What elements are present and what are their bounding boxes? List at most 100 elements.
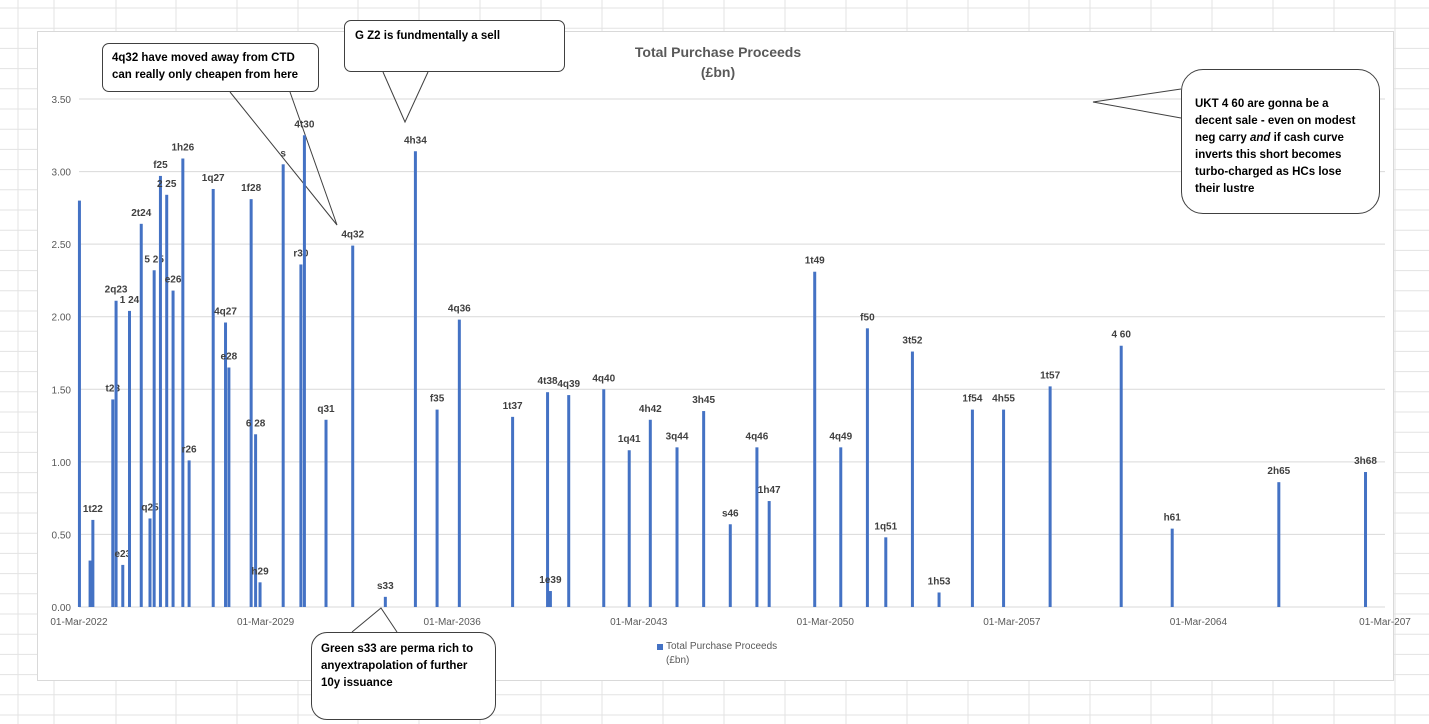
data-label: 2 25	[157, 179, 177, 190]
bar-unlabeled	[77, 200, 81, 607]
bar-3t52	[910, 351, 914, 607]
data-label: q25	[141, 502, 159, 513]
data-label: h29	[251, 566, 269, 577]
x-tick-label: 01-Mar-207	[1359, 617, 1411, 628]
bar-4t38	[546, 392, 550, 607]
bar-s33	[383, 596, 387, 607]
callout-ukt-emphasis: and	[1249, 132, 1271, 144]
bar-1f28	[249, 199, 253, 608]
data-label: 4 60	[1111, 330, 1131, 341]
bar-1h26	[181, 158, 185, 607]
bar-5-25	[152, 270, 156, 607]
data-label: 2q23	[105, 285, 128, 296]
data-label: f50	[860, 312, 875, 323]
callout-gz2[interactable]: G Z2 is fundmentally a sell	[344, 20, 565, 72]
data-label: 1t49	[805, 256, 825, 267]
data-label: f35	[430, 394, 445, 405]
bar-3h45	[702, 411, 706, 607]
data-label: s	[280, 148, 286, 159]
bar-1e39	[548, 591, 552, 607]
y-tick-label: 1.00	[52, 458, 72, 469]
x-tick-label: 01-Mar-2057	[983, 617, 1041, 628]
legend-swatch	[657, 644, 663, 650]
data-label: 4q40	[592, 373, 615, 384]
data-label: 1f54	[962, 394, 982, 405]
bar-6-28	[254, 434, 258, 607]
bar-q25	[148, 518, 152, 607]
bar-4q27	[224, 322, 228, 607]
data-label: 3h45	[692, 395, 715, 406]
bar-4q36	[457, 319, 461, 607]
data-label: 4t30	[294, 119, 314, 130]
data-label: 1q51	[874, 521, 897, 532]
data-label: 2h65	[1267, 466, 1290, 477]
data-label: 3t52	[902, 336, 922, 347]
bar-4h55	[1002, 409, 1006, 607]
x-tick-label: 01-Mar-2022	[50, 617, 108, 628]
data-label: 1h47	[758, 485, 781, 496]
bar-4q32	[351, 245, 355, 607]
bar-4h34	[413, 151, 417, 607]
bar-e28	[227, 367, 231, 607]
bar-4q40	[602, 389, 606, 607]
bar-1t57	[1048, 386, 1052, 607]
data-label: 3h68	[1354, 456, 1377, 467]
data-label: h61	[1164, 513, 1182, 524]
bar-1-24	[127, 310, 131, 607]
data-label: 1f28	[241, 183, 261, 194]
bar-1t49	[813, 271, 817, 607]
data-label: 4q32	[341, 230, 364, 241]
data-label: 1q41	[618, 434, 641, 445]
bar-2h65	[1277, 482, 1281, 607]
bar-3h68	[1364, 472, 1368, 607]
bar-1t22	[91, 519, 95, 607]
x-tick-label: 01-Mar-2036	[424, 617, 482, 628]
callout-s33[interactable]: Green s33 are perma rich to anyextrapola…	[311, 632, 496, 720]
data-label: t23	[106, 383, 121, 394]
bar-4-60	[1119, 345, 1123, 607]
y-tick-label: 3.00	[52, 168, 72, 179]
data-label: 3q44	[666, 431, 689, 442]
bar-s	[281, 164, 285, 608]
y-tick-label: 2.50	[52, 240, 72, 251]
bar-s46	[728, 524, 732, 607]
bar-2q23	[114, 300, 118, 607]
bar-f25	[158, 175, 162, 607]
bar-r30	[299, 264, 303, 607]
bar-2-25	[165, 194, 169, 607]
data-label: 1t57	[1040, 370, 1060, 381]
data-label: 4h42	[639, 404, 662, 415]
data-label: 1q27	[202, 173, 225, 184]
bar-1f54	[970, 409, 974, 607]
bar-q31	[324, 419, 328, 607]
bar-f50	[865, 328, 869, 607]
legend-label-2: (£bn)	[666, 655, 690, 666]
y-tick-label: 3.50	[52, 95, 72, 106]
bar-1h53	[937, 592, 941, 607]
bar-4q49	[839, 447, 843, 607]
bar-h29	[258, 582, 262, 607]
callout-4q32[interactable]: 4q32 have moved away from CTD can really…	[102, 43, 319, 92]
data-label: 1t22	[83, 504, 103, 515]
data-label: 4h55	[992, 394, 1015, 405]
y-tick-label: 2.00	[52, 313, 72, 324]
chart-title: Total Purchase Proceeds	[634, 44, 802, 60]
legend-label: Total Purchase Proceeds	[666, 641, 778, 652]
chart-legend: Total Purchase Proceeds (£bn)	[657, 640, 796, 668]
bar-h61	[1170, 528, 1174, 607]
data-label: 4h34	[404, 135, 427, 146]
callout-ukt-4-60[interactable]: UKT 4 60 are gonna be a decent sale - ev…	[1181, 69, 1380, 214]
callout-ukt-pointer	[1092, 88, 1182, 119]
callout-ukt-text-2: if cash curve inverts this short becomes…	[1195, 132, 1344, 195]
data-label: 1e39	[539, 575, 562, 586]
bar-e26	[171, 290, 175, 607]
y-tick-label: 0.00	[52, 603, 72, 614]
data-label: 4t38	[538, 376, 558, 387]
bar-f35	[435, 409, 439, 607]
chart-area[interactable]	[37, 31, 1394, 681]
x-tick-label: 01-Mar-2029	[237, 617, 295, 628]
data-label: 5 25	[144, 254, 164, 265]
bar-e23	[121, 564, 125, 607]
data-label: 2t24	[131, 208, 151, 219]
